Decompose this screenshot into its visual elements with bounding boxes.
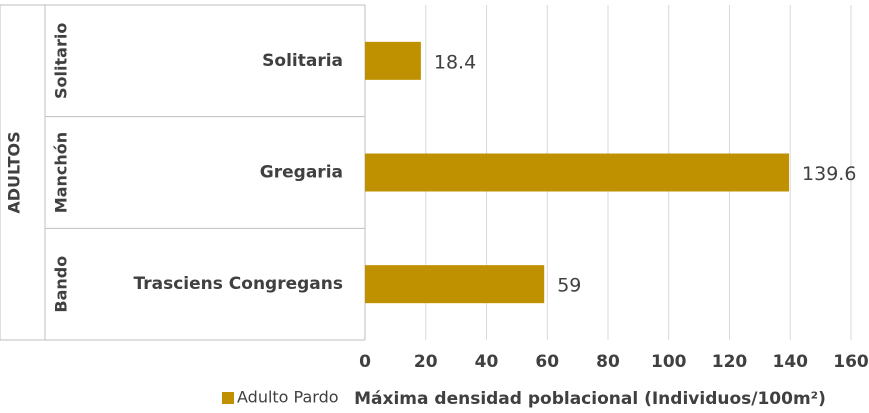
group-label: Manchón (52, 132, 71, 213)
category-label: Solitaria (262, 51, 343, 71)
x-tick-label: 40 (475, 352, 499, 372)
group-label: Solitario (52, 23, 71, 99)
group-label: Bando (52, 256, 71, 313)
x-tick-label: 120 (712, 352, 748, 372)
x-axis-title: Máxima densidad poblacional (Individuos/… (354, 389, 826, 409)
x-tick-label: 100 (651, 352, 687, 372)
legend-swatch (222, 392, 234, 404)
x-tick-label: 140 (773, 352, 809, 372)
x-tick-label: 80 (596, 352, 620, 372)
data-label: 18.4 (434, 51, 476, 73)
legend-label: Adulto Pardo (237, 388, 339, 407)
x-tick-label: 160 (833, 352, 869, 372)
x-tick-label: 60 (535, 352, 559, 372)
data-label: 139.6 (802, 163, 856, 185)
outer-group-label: ADULTOS (5, 131, 24, 213)
data-label: 59 (557, 275, 581, 297)
x-tick-label: 0 (359, 352, 371, 372)
x-tick-label: 20 (414, 352, 438, 372)
bar (365, 41, 421, 80)
category-label: Trasciens Congregans (134, 274, 343, 294)
bar (365, 265, 545, 304)
bar (365, 153, 790, 192)
category-label: Gregaria (260, 163, 343, 183)
